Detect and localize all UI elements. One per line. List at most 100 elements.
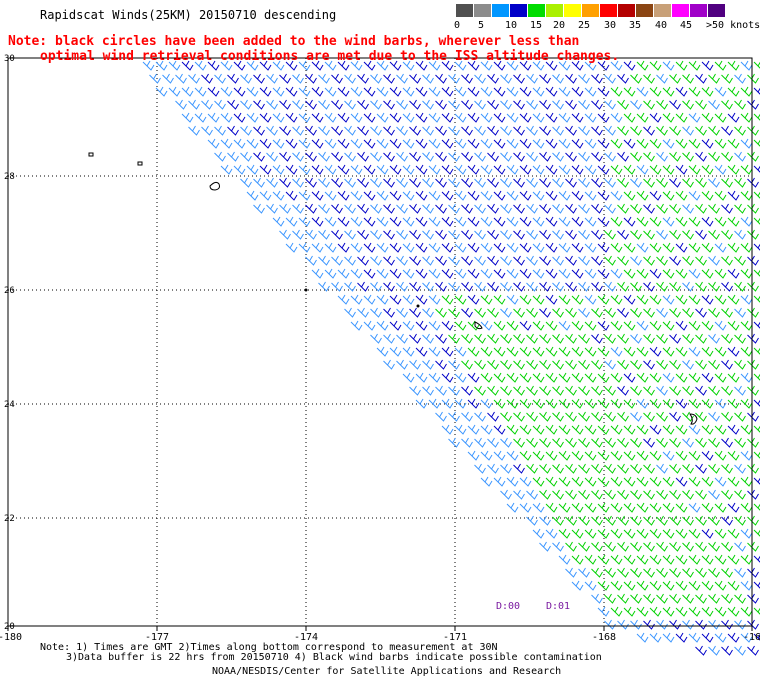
wind-barb <box>506 138 519 149</box>
wind-barb <box>532 372 545 383</box>
wind-barb <box>441 294 454 305</box>
wind-barb <box>649 372 662 383</box>
wind-barb <box>526 515 538 526</box>
wind-barb <box>175 99 187 110</box>
wind-barb <box>558 502 571 513</box>
wind-barb <box>617 515 629 526</box>
wind-barb <box>675 476 688 487</box>
wind-barb <box>623 424 636 435</box>
wind-barb <box>435 125 447 136</box>
wind-barb <box>747 463 759 474</box>
wind-barb <box>545 294 558 305</box>
wind-barb <box>753 295 760 303</box>
wind-barb <box>513 307 525 318</box>
wind-barb <box>409 281 421 292</box>
wind-barb <box>376 242 389 253</box>
wind-barb <box>370 229 382 240</box>
wind-barb <box>604 151 616 162</box>
wind-barb <box>688 502 701 513</box>
wind-barb <box>331 73 343 84</box>
wind-barb <box>363 320 376 331</box>
wind-barb <box>220 86 233 97</box>
wind-barb <box>415 268 428 279</box>
wind-barb <box>688 372 701 383</box>
scale-swatch <box>564 4 582 17</box>
wind-barb <box>415 60 428 71</box>
wind-barb <box>662 398 675 409</box>
wind-barb <box>662 86 675 97</box>
island-dot <box>416 304 420 308</box>
wind-barb <box>662 450 675 461</box>
wind-barb <box>682 411 694 422</box>
wind-barb <box>337 164 350 175</box>
wind-barb <box>656 229 668 240</box>
wind-barb <box>506 112 519 123</box>
wind-barb <box>649 632 662 643</box>
wind-barb <box>214 99 226 110</box>
wind-barb <box>233 112 246 123</box>
wind-barb <box>701 268 714 279</box>
wind-barb <box>604 411 616 422</box>
wind-barb <box>617 619 629 630</box>
wind-barb <box>643 593 655 604</box>
wind-barb <box>688 190 701 201</box>
wind-barb <box>708 437 720 448</box>
wind-barb <box>435 359 447 370</box>
wind-barb <box>441 86 454 97</box>
map-frame <box>7 57 753 627</box>
wind-barb <box>461 307 473 318</box>
wind-barb <box>389 242 402 253</box>
wind-barb <box>383 255 395 266</box>
scale-label: 30 <box>604 20 617 31</box>
wind-barb <box>441 190 454 201</box>
wind-barb <box>383 151 395 162</box>
wind-barb <box>643 515 655 526</box>
wind-barb <box>311 112 324 123</box>
wind-barb <box>558 268 571 279</box>
wind-barb <box>721 411 733 422</box>
wind-barb <box>519 450 532 461</box>
wind-barb <box>591 515 603 526</box>
wind-barb <box>441 138 454 149</box>
wind-barb <box>714 450 727 461</box>
wind-barb <box>753 373 760 381</box>
wind-barb <box>357 307 369 318</box>
wind-barb <box>630 541 642 552</box>
wind-barb <box>259 86 272 97</box>
wind-barb <box>597 606 610 617</box>
wind-barb <box>461 385 473 396</box>
wind-barb <box>448 307 460 318</box>
wind-barb <box>701 60 714 71</box>
wind-barb <box>747 73 759 84</box>
wind-barb <box>610 372 623 383</box>
wind-barb <box>643 489 655 500</box>
wind-barb <box>682 593 694 604</box>
wind-barb <box>740 112 753 123</box>
wind-barb <box>311 164 324 175</box>
wind-barb <box>402 294 415 305</box>
wind-barb <box>688 164 701 175</box>
wind-barb <box>363 294 376 305</box>
wind-barb <box>298 60 311 71</box>
wind-barb <box>675 242 688 253</box>
wind-barb <box>513 385 525 396</box>
wind-barb <box>740 528 753 539</box>
wind-barb <box>708 73 720 84</box>
wind-barb <box>604 619 616 630</box>
wind-barb <box>376 86 389 97</box>
wind-barb <box>370 125 382 136</box>
wind-barb <box>682 463 694 474</box>
wind-barb <box>383 333 395 344</box>
scale-label: 35 <box>629 20 642 31</box>
wind-barb <box>571 112 584 123</box>
wind-barb <box>363 268 376 279</box>
wind-barb <box>474 203 486 214</box>
wind-barb <box>461 333 473 344</box>
wind-barb <box>565 489 577 500</box>
wind-barb <box>493 372 506 383</box>
wind-barb <box>708 177 720 188</box>
scale-label: 25 <box>578 20 591 31</box>
wind-barb <box>571 138 584 149</box>
wind-barb <box>545 528 558 539</box>
wind-barb <box>552 489 564 500</box>
